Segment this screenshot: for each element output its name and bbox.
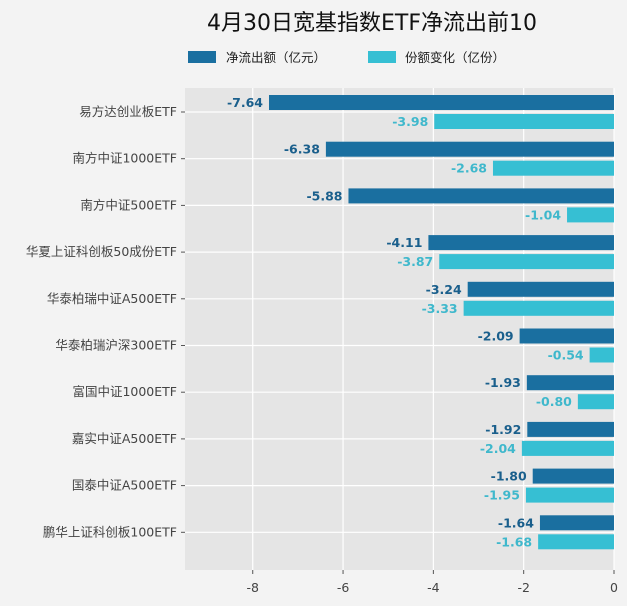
data-label-share-change: -3.87 <box>397 254 433 269</box>
data-label-net-outflow: -6.38 <box>284 142 320 157</box>
bar-share-change <box>463 300 614 316</box>
bar-net-outflow <box>527 421 614 437</box>
x-tick-label: -2 <box>517 580 529 595</box>
x-tick-label: -8 <box>247 580 260 595</box>
bar-net-outflow <box>519 328 614 344</box>
data-label-share-change: -0.54 <box>548 348 584 363</box>
bar-share-change <box>577 394 614 410</box>
bar-net-outflow <box>532 468 614 484</box>
category-label: 华泰柏瑞中证A500ETF <box>47 291 177 306</box>
data-label-share-change: -1.68 <box>496 534 532 549</box>
legend-label-net-outflow: 净流出额（亿元） <box>226 50 326 65</box>
bar-share-change <box>439 254 614 270</box>
category-label: 国泰中证A500ETF <box>72 478 177 493</box>
data-label-share-change: -2.68 <box>451 161 487 176</box>
data-label-net-outflow: -5.88 <box>306 188 342 203</box>
category-label: 南方中证1000ETF <box>72 151 177 166</box>
legend: 净流出额（亿元） 份额变化（亿份） <box>188 50 505 65</box>
data-label-net-outflow: -4.11 <box>386 235 422 250</box>
legend-swatch-net-outflow <box>188 51 216 63</box>
gridlines <box>185 88 615 570</box>
data-label-share-change: -1.95 <box>484 488 520 503</box>
category-label: 华夏上证科创板50成份ETF <box>26 244 177 259</box>
x-tick-label: -4 <box>427 580 440 595</box>
category-label: 易方达创业板ETF <box>79 104 177 119</box>
data-label-share-change: -2.04 <box>480 441 516 456</box>
bar-share-change <box>567 207 614 223</box>
data-label-net-outflow: -1.80 <box>491 469 527 484</box>
data-label-net-outflow: -3.24 <box>426 282 462 297</box>
data-label-share-change: -3.98 <box>392 114 428 129</box>
x-tick-label: -6 <box>337 580 350 595</box>
category-label: 富国中证1000ETF <box>72 384 177 399</box>
category-label: 鹏华上证科创板100ETF <box>43 524 177 539</box>
legend-label-share-change: 份额变化（亿份） <box>405 50 505 65</box>
data-label-net-outflow: -1.64 <box>498 515 534 530</box>
bar-share-change <box>492 160 614 176</box>
bar-net-outflow <box>539 515 614 531</box>
data-label-share-change: -0.80 <box>536 394 572 409</box>
data-label-share-change: -1.04 <box>525 207 561 222</box>
bar-share-change <box>589 347 614 363</box>
category-label: 华泰柏瑞沪深300ETF <box>55 338 177 353</box>
bar-net-outflow <box>325 141 614 157</box>
bar-share-change <box>521 440 614 456</box>
data-label-net-outflow: -7.64 <box>227 95 263 110</box>
bar-net-outflow <box>526 375 614 391</box>
x-axis: -8 -6 -4 -2 0 <box>181 111 618 595</box>
bar-net-outflow <box>268 95 614 110</box>
bar-share-change <box>525 487 614 503</box>
bars: -7.64 -3.98 -6.38 -2.68 -5.88 -1.04 -4.11 -3.87… <box>227 95 614 550</box>
legend-swatch-share-change <box>368 51 396 63</box>
category-labels: 易方达创业板ETF 南方中证1000ETF 南方中证500ETF 华夏上证科创板50成… <box>26 104 177 539</box>
chart-title: 4月30日宽基指数ETF净流出前10 <box>207 11 537 36</box>
x-tick-label: 0 <box>610 580 618 595</box>
bar-share-change <box>434 114 614 129</box>
data-label-net-outflow: -2.09 <box>478 329 514 344</box>
data-label-net-outflow: -1.93 <box>485 375 521 390</box>
data-label-net-outflow: -1.92 <box>485 422 521 437</box>
category-label: 嘉实中证A500ETF <box>72 431 177 446</box>
bar-net-outflow <box>467 281 614 297</box>
data-label-share-change: -3.33 <box>422 301 458 316</box>
bar-net-outflow <box>348 188 614 204</box>
bar-share-change <box>538 534 614 550</box>
category-label: 南方中证500ETF <box>80 197 177 212</box>
bar-net-outflow <box>428 235 614 251</box>
